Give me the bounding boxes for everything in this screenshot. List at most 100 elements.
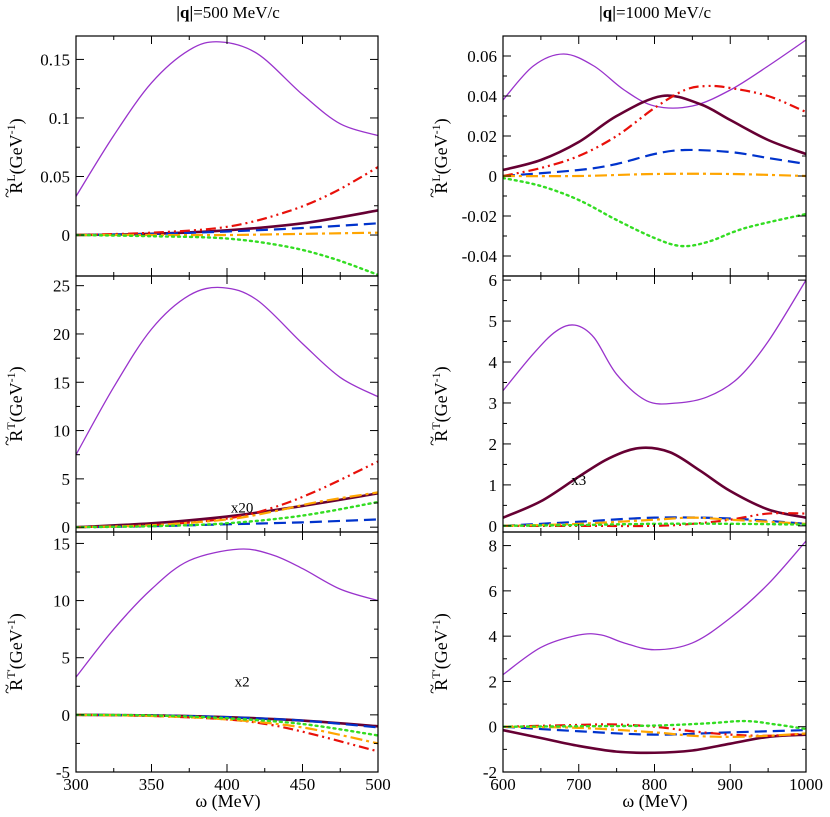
x-tick-label: 1000 <box>789 775 823 794</box>
series-line-blue-dashed <box>503 516 806 527</box>
y-axis-label-part: -1 <box>429 124 443 134</box>
y-tick-label: 6 <box>489 582 498 601</box>
series-line-thick-maroon <box>503 446 806 519</box>
series-line-orange-dash-dot <box>503 516 806 527</box>
y-axis-label-part: L <box>4 174 18 181</box>
scale-annotation: x20 <box>231 501 254 517</box>
y-axis-label-part: -1 <box>429 372 443 382</box>
y-axis-label-part: R <box>6 182 26 194</box>
y-tick-label: 0 <box>62 706 71 725</box>
title-part-q: |q| <box>599 3 616 22</box>
y-axis-label-part: T <box>429 422 443 430</box>
series-line-blue-dashed <box>76 222 378 237</box>
y-axis-label-part: (GeV <box>431 134 452 174</box>
x-tick-label: 900 <box>718 775 744 794</box>
series-line-thick-maroon <box>76 492 378 529</box>
y-axis-label-part: R <box>431 430 451 442</box>
y-axis-label: RT(GeV-1) <box>4 366 27 441</box>
y-axis-label-part: R <box>431 679 451 691</box>
y-axis-label-part: ) <box>6 366 27 372</box>
y-tick-label: 0 <box>62 518 71 537</box>
y-tick-label: 0.1 <box>49 109 70 128</box>
x-tick-label: 350 <box>139 775 165 794</box>
series-line-orange-dash-dot <box>76 491 378 529</box>
column-title-left: |q|=500 MeV/c <box>176 3 280 22</box>
title-part-q: |q| <box>176 3 193 22</box>
y-tick-label: 2 <box>489 672 498 691</box>
x-tick-label: 300 <box>63 775 89 794</box>
series-group <box>503 279 806 528</box>
series-line-red-dash-dot-dot <box>76 166 378 237</box>
y-axis-label-part: ) <box>431 118 452 124</box>
y-tick-label: -2 <box>483 763 497 782</box>
tilde-mark: ~ <box>422 436 442 446</box>
y-axis-label-part: -1 <box>429 619 443 629</box>
y-axis-label-part: R <box>431 182 451 194</box>
y-axis-label: RL(GeV-1) <box>4 118 27 193</box>
series-line-green-dotted <box>76 500 378 529</box>
y-tick-label: 5 <box>62 470 71 489</box>
series-line-thin-violet <box>76 286 378 456</box>
y-axis-label-part: -1 <box>4 372 18 382</box>
series-group <box>503 540 806 755</box>
x-tick-label: 600 <box>490 775 516 794</box>
y-tick-label: 10 <box>53 422 70 441</box>
x-tick-label: 700 <box>566 775 592 794</box>
x-tick-label: 450 <box>290 775 316 794</box>
y-tick-label: 5 <box>489 312 498 331</box>
y-tick-label: 10 <box>53 592 70 611</box>
series-group <box>76 548 378 753</box>
series-line-green-dotted <box>76 233 378 276</box>
y-axis-label-part: (GeV <box>6 629 27 669</box>
panel-frame <box>75 531 379 773</box>
y-tick-label: 15 <box>53 534 70 553</box>
y-axis-label-part: T' <box>4 669 18 679</box>
y-tick-label: 4 <box>489 353 498 372</box>
series-line-thin-violet <box>503 279 806 405</box>
series-group <box>76 41 378 276</box>
y-tick-label: 20 <box>53 325 70 344</box>
tilde-mark: ~ <box>422 188 442 198</box>
y-tick-label: 2 <box>489 435 498 454</box>
y-tick-label: 8 <box>489 537 498 556</box>
y-axis-label-part: (GeV <box>431 382 452 422</box>
y-axis-label-part: L <box>429 174 443 181</box>
series-line-orange-dash-dot <box>503 172 806 178</box>
x-axis-label-left: ω (MeV) <box>195 791 260 812</box>
x-tick-label: 800 <box>642 775 668 794</box>
y-axis-label-part: T' <box>429 669 443 679</box>
y-tick-label: 6 <box>489 271 498 290</box>
y-axis-label-part: R <box>6 679 26 691</box>
series-line-green-dotted <box>503 522 806 528</box>
series-line-blue-dashed <box>76 713 378 729</box>
y-tick-label: 0.06 <box>467 47 497 66</box>
x-tick-label: 500 <box>365 775 391 794</box>
series-line-blue-dashed <box>503 725 806 736</box>
y-tick-label: -5 <box>56 763 70 782</box>
y-axis-label-part: ) <box>6 118 27 124</box>
y-axis-label-part: ) <box>431 613 452 619</box>
y-tick-label: 0.15 <box>40 50 70 69</box>
scale-annotation: x3 <box>571 473 586 489</box>
y-tick-label: 5 <box>62 649 71 668</box>
y-axis-label-part: -1 <box>4 619 18 629</box>
y-axis-label-part: R <box>6 430 26 442</box>
y-axis-label: RT(GeV-1) <box>429 366 452 441</box>
y-tick-label: 15 <box>53 373 70 392</box>
tilde-mark: ~ <box>0 436 17 446</box>
y-tick-label: 4 <box>489 627 498 646</box>
y-tick-label: 0.05 <box>40 167 70 186</box>
y-tick-label: 25 <box>53 277 70 296</box>
x-tick-label: 400 <box>214 775 240 794</box>
series-line-red-dash-dot-dot <box>503 512 806 528</box>
y-tick-label: 0 <box>489 718 498 737</box>
series-line-thin-violet <box>503 39 806 109</box>
series-line-green-dotted <box>76 713 378 737</box>
series-group <box>76 286 378 529</box>
series-line-thin-violet <box>76 548 378 678</box>
